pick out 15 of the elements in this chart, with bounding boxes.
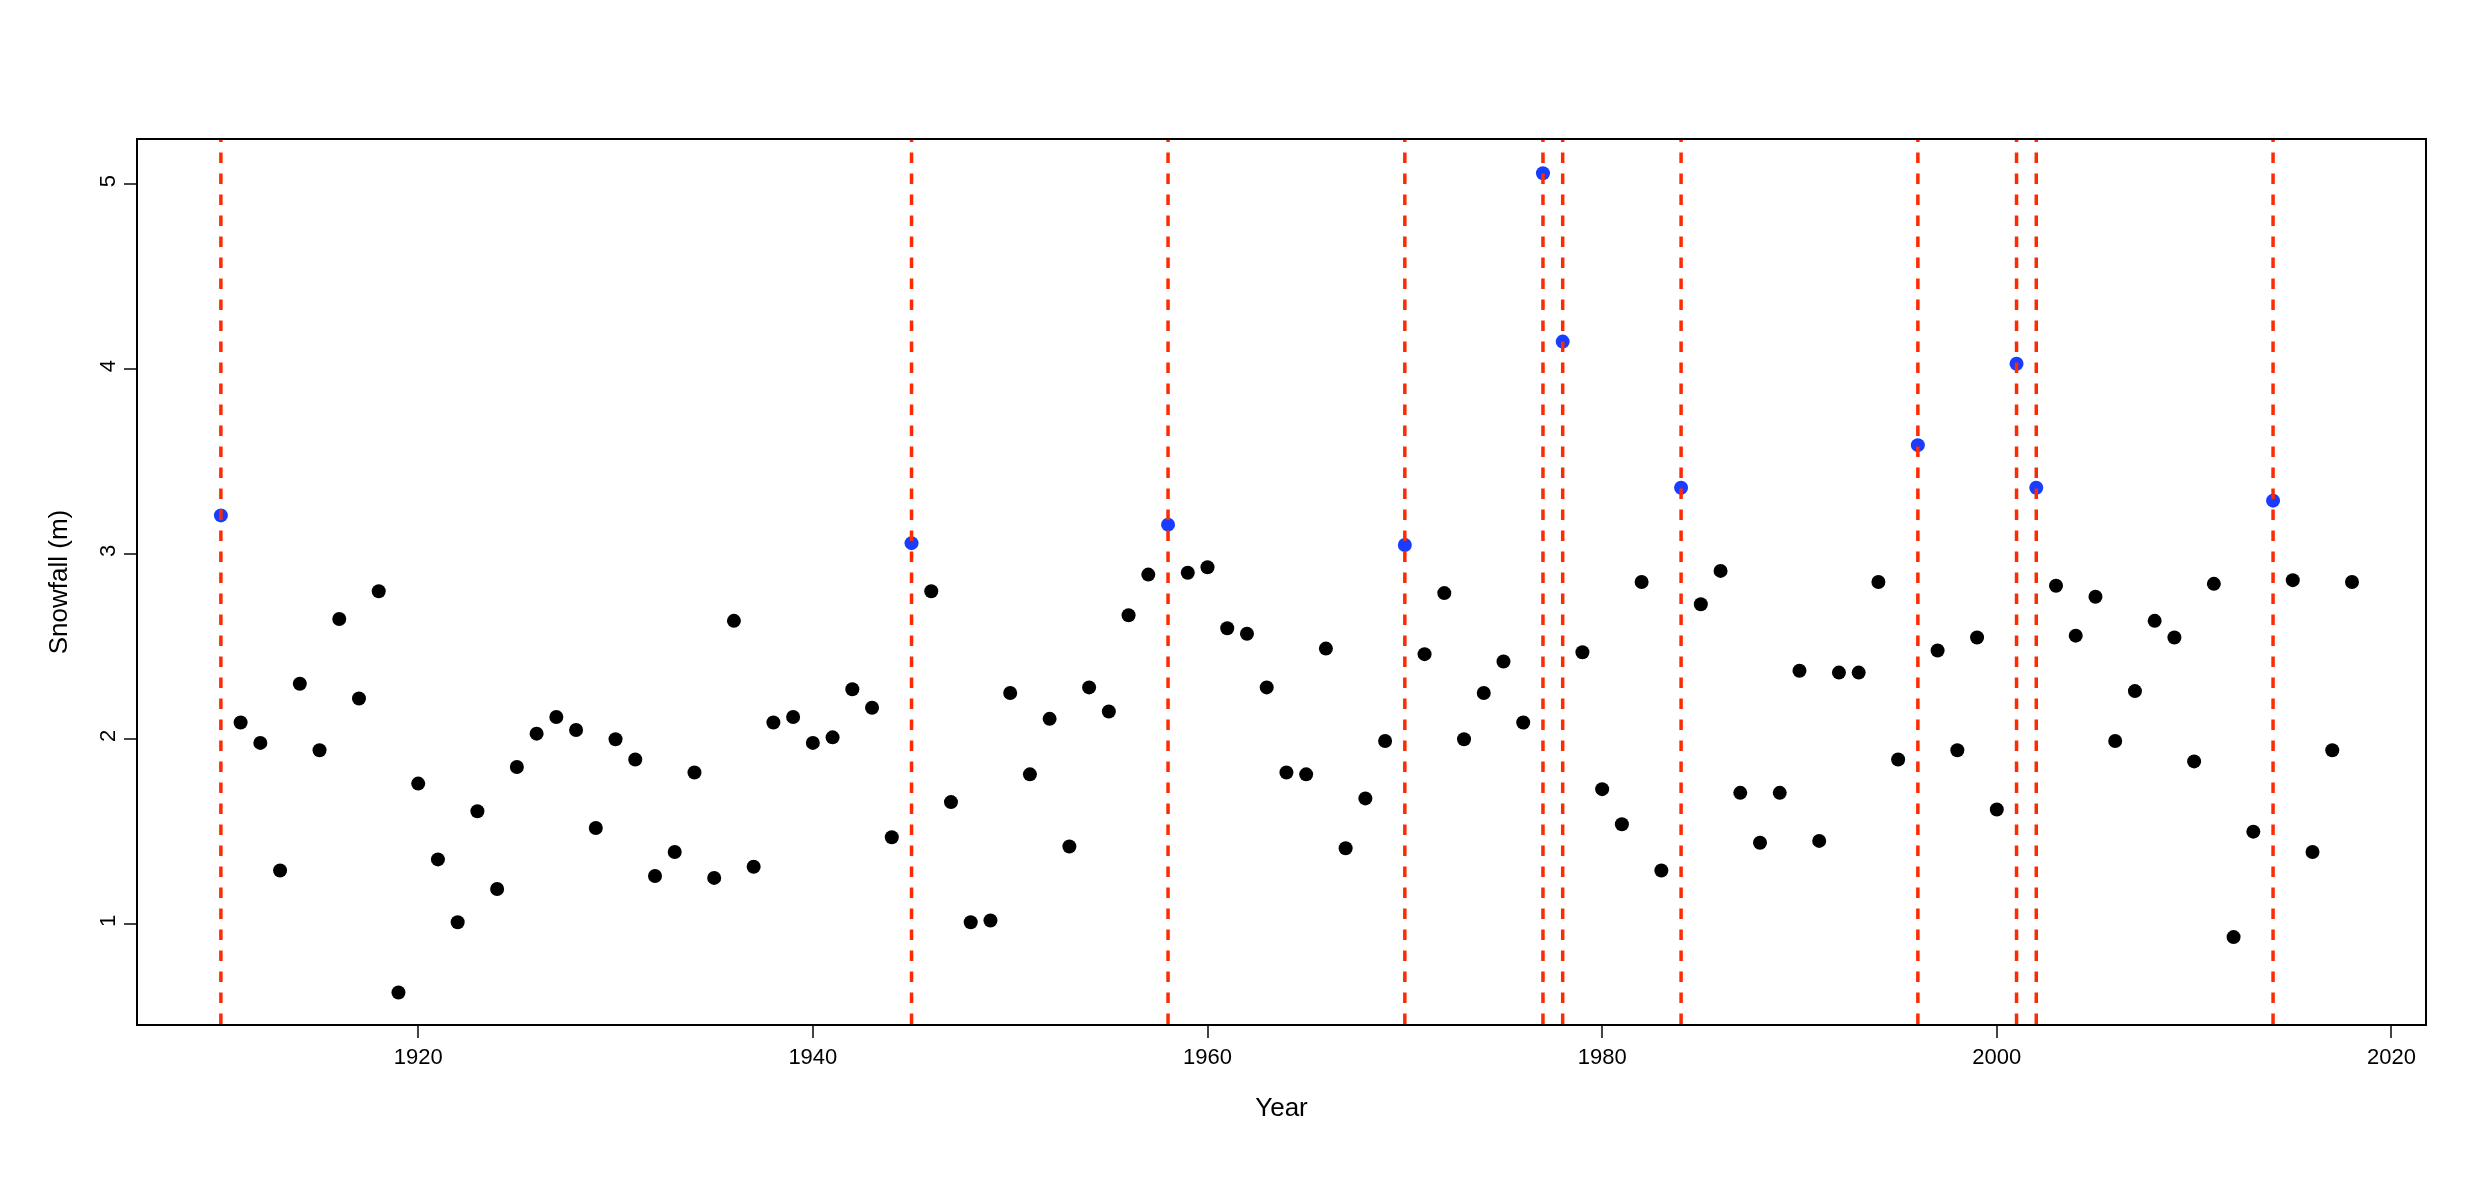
- x-tick-label: 1940: [788, 1044, 838, 1070]
- point: [1397, 538, 1412, 552]
- x-tick-label: 1960: [1183, 1044, 1232, 1070]
- y-tick-label: 4: [95, 359, 121, 373]
- x-tick-label: 1980: [1577, 1044, 1627, 1070]
- y-tick-label: 2: [95, 729, 121, 743]
- point: [1161, 517, 1176, 532]
- y-axis-title: Snowfall (m): [43, 509, 74, 655]
- x-tick-label: 2000: [1972, 1044, 2022, 1070]
- x-axis-title: Year: [1255, 1092, 1309, 1123]
- x-tick-label: 2020: [2366, 1044, 2416, 1070]
- y-tick-label: 5: [95, 174, 121, 188]
- y-tick-label: 1: [95, 914, 121, 927]
- x-tick-label: 1920: [393, 1044, 443, 1070]
- y-tick-label: 3: [95, 544, 121, 558]
